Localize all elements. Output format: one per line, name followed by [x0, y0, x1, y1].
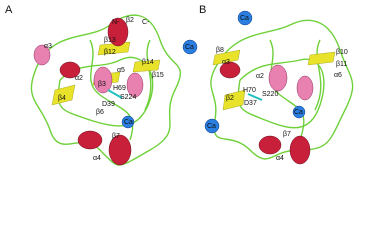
annotation: β6 — [96, 109, 104, 116]
annotation: β4 — [58, 95, 66, 102]
figure: A N- β2 C- Ca β13 β12 α3 β14 α5 β15 β3 H… — [5, 4, 354, 166]
annotation: α6 — [334, 72, 342, 79]
annotation: β11 — [336, 61, 347, 68]
annotation: Ca — [240, 15, 249, 22]
annotation: β3 — [98, 81, 106, 88]
annotation: α4 — [93, 155, 101, 162]
annotation: β7 — [283, 131, 291, 138]
annotation: α2 — [256, 73, 264, 80]
annotation: β8 — [216, 47, 224, 54]
annotation: Ca — [185, 44, 194, 51]
annotation: C- — [142, 19, 150, 26]
annotation: β12 — [104, 49, 116, 56]
annotation: D37 — [244, 100, 257, 107]
annotation: Ca — [207, 123, 216, 130]
panel-b-structure — [204, 10, 354, 165]
annotation: β2 — [226, 95, 234, 102]
panel-a-structure — [30, 14, 198, 166]
annotation: H69 — [113, 85, 126, 92]
annotation: α5 — [117, 67, 125, 74]
annotation: β2 — [126, 17, 134, 24]
annotation: α2 — [75, 75, 83, 82]
annotation: β13 — [104, 37, 116, 44]
annotation: α3 — [222, 59, 230, 66]
annotation: D39 — [102, 101, 115, 108]
annotation: Ca — [124, 119, 133, 126]
annotation: β14 — [142, 59, 154, 66]
annotation: S220 — [262, 91, 278, 98]
panel-label: A — [5, 4, 13, 16]
annotation: β7 — [112, 133, 120, 140]
annotation: S224 — [120, 94, 136, 101]
annotation: Ca — [294, 109, 303, 116]
annotation: N- — [112, 19, 120, 26]
annotation: H70 — [243, 87, 256, 94]
annotation: α4 — [276, 155, 284, 162]
labels: A N- β2 C- Ca β13 β12 α3 β14 α5 β15 β3 H… — [5, 4, 348, 162]
annotation: β15 — [152, 72, 164, 79]
panel-label: B — [199, 4, 206, 16]
annotation: α3 — [44, 43, 52, 50]
annotation: β10 — [336, 49, 348, 56]
